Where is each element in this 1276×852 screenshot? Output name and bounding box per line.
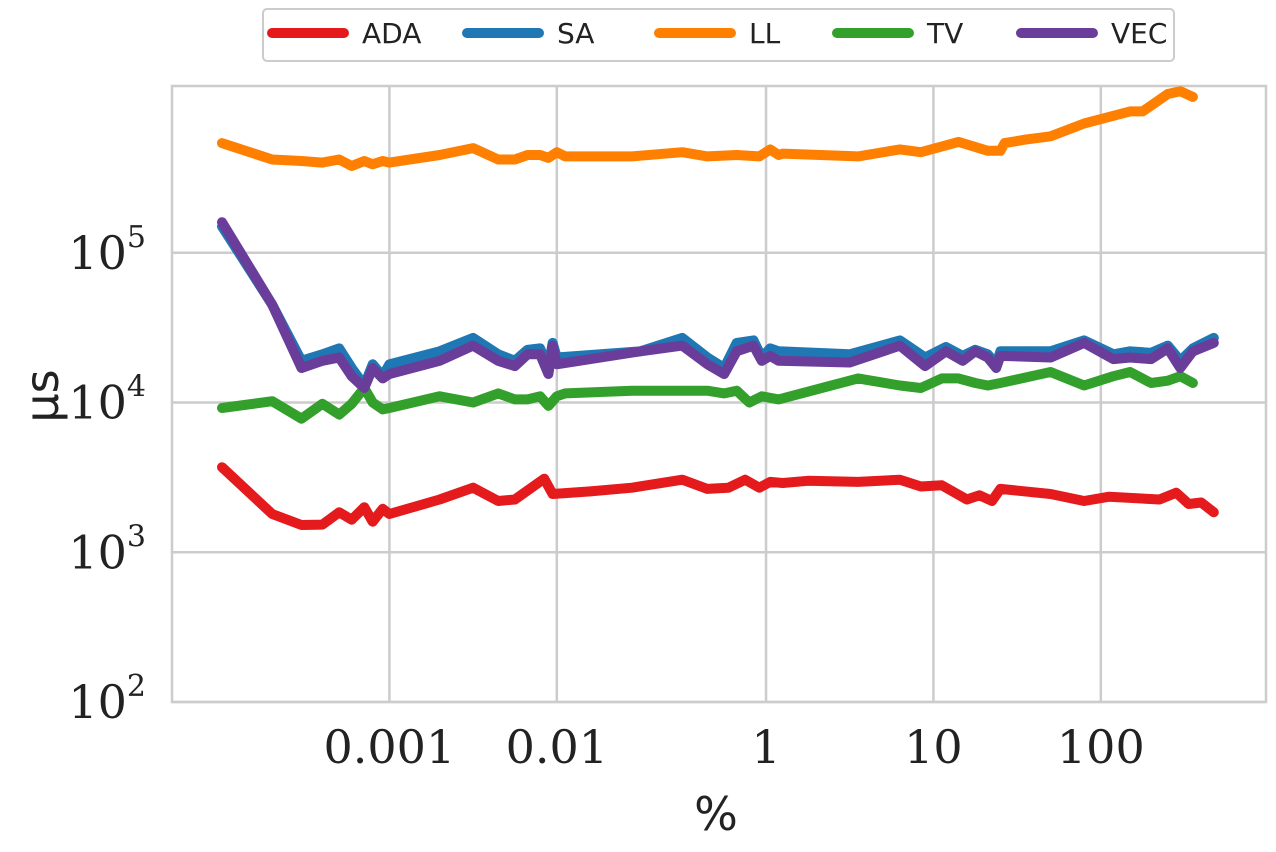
y-tick-label: 104 (68, 370, 146, 430)
series-line-vec (217, 217, 1219, 393)
x-tick-labels: 0.001 0.01 1 10 100 (324, 720, 1145, 774)
series-line-sa (217, 221, 1219, 391)
legend-label-tv: TV (926, 17, 963, 50)
x-tick-label: 0.001 (324, 720, 456, 774)
x-axis-label: % (694, 787, 738, 841)
y-tick-exponent: 5 (127, 220, 146, 255)
legend-label-sa: SA (557, 17, 594, 50)
y-tick-exponent: 3 (127, 519, 146, 554)
y-tick-label: 102 (68, 669, 146, 729)
x-tick-label: 100 (1057, 720, 1145, 774)
legend-label-vec: VEC (1111, 17, 1167, 50)
y-tick-label: 105 (68, 220, 146, 280)
plot-frame (170, 84, 1268, 704)
series-line-tv (217, 367, 1198, 424)
series-line-ada (217, 462, 1219, 530)
series-lines (217, 86, 1219, 530)
y-tick-labels: 102 103 104 105 (68, 220, 146, 729)
series-line-ll (217, 86, 1198, 171)
y-axis-label: µs (15, 369, 69, 422)
x-tick-label: 1 (751, 720, 780, 774)
legend: ADA SA LL TV VEC (262, 8, 1175, 62)
y-tick-label: 103 (68, 519, 146, 579)
x-tick-label: 10 (904, 720, 963, 774)
legend-label-ll: LL (749, 17, 781, 50)
y-tick-exponent: 2 (127, 669, 146, 704)
y-tick-exponent: 4 (127, 370, 146, 405)
legend-label-ada: ADA (362, 17, 421, 50)
x-tick-label: 0.01 (506, 720, 608, 774)
